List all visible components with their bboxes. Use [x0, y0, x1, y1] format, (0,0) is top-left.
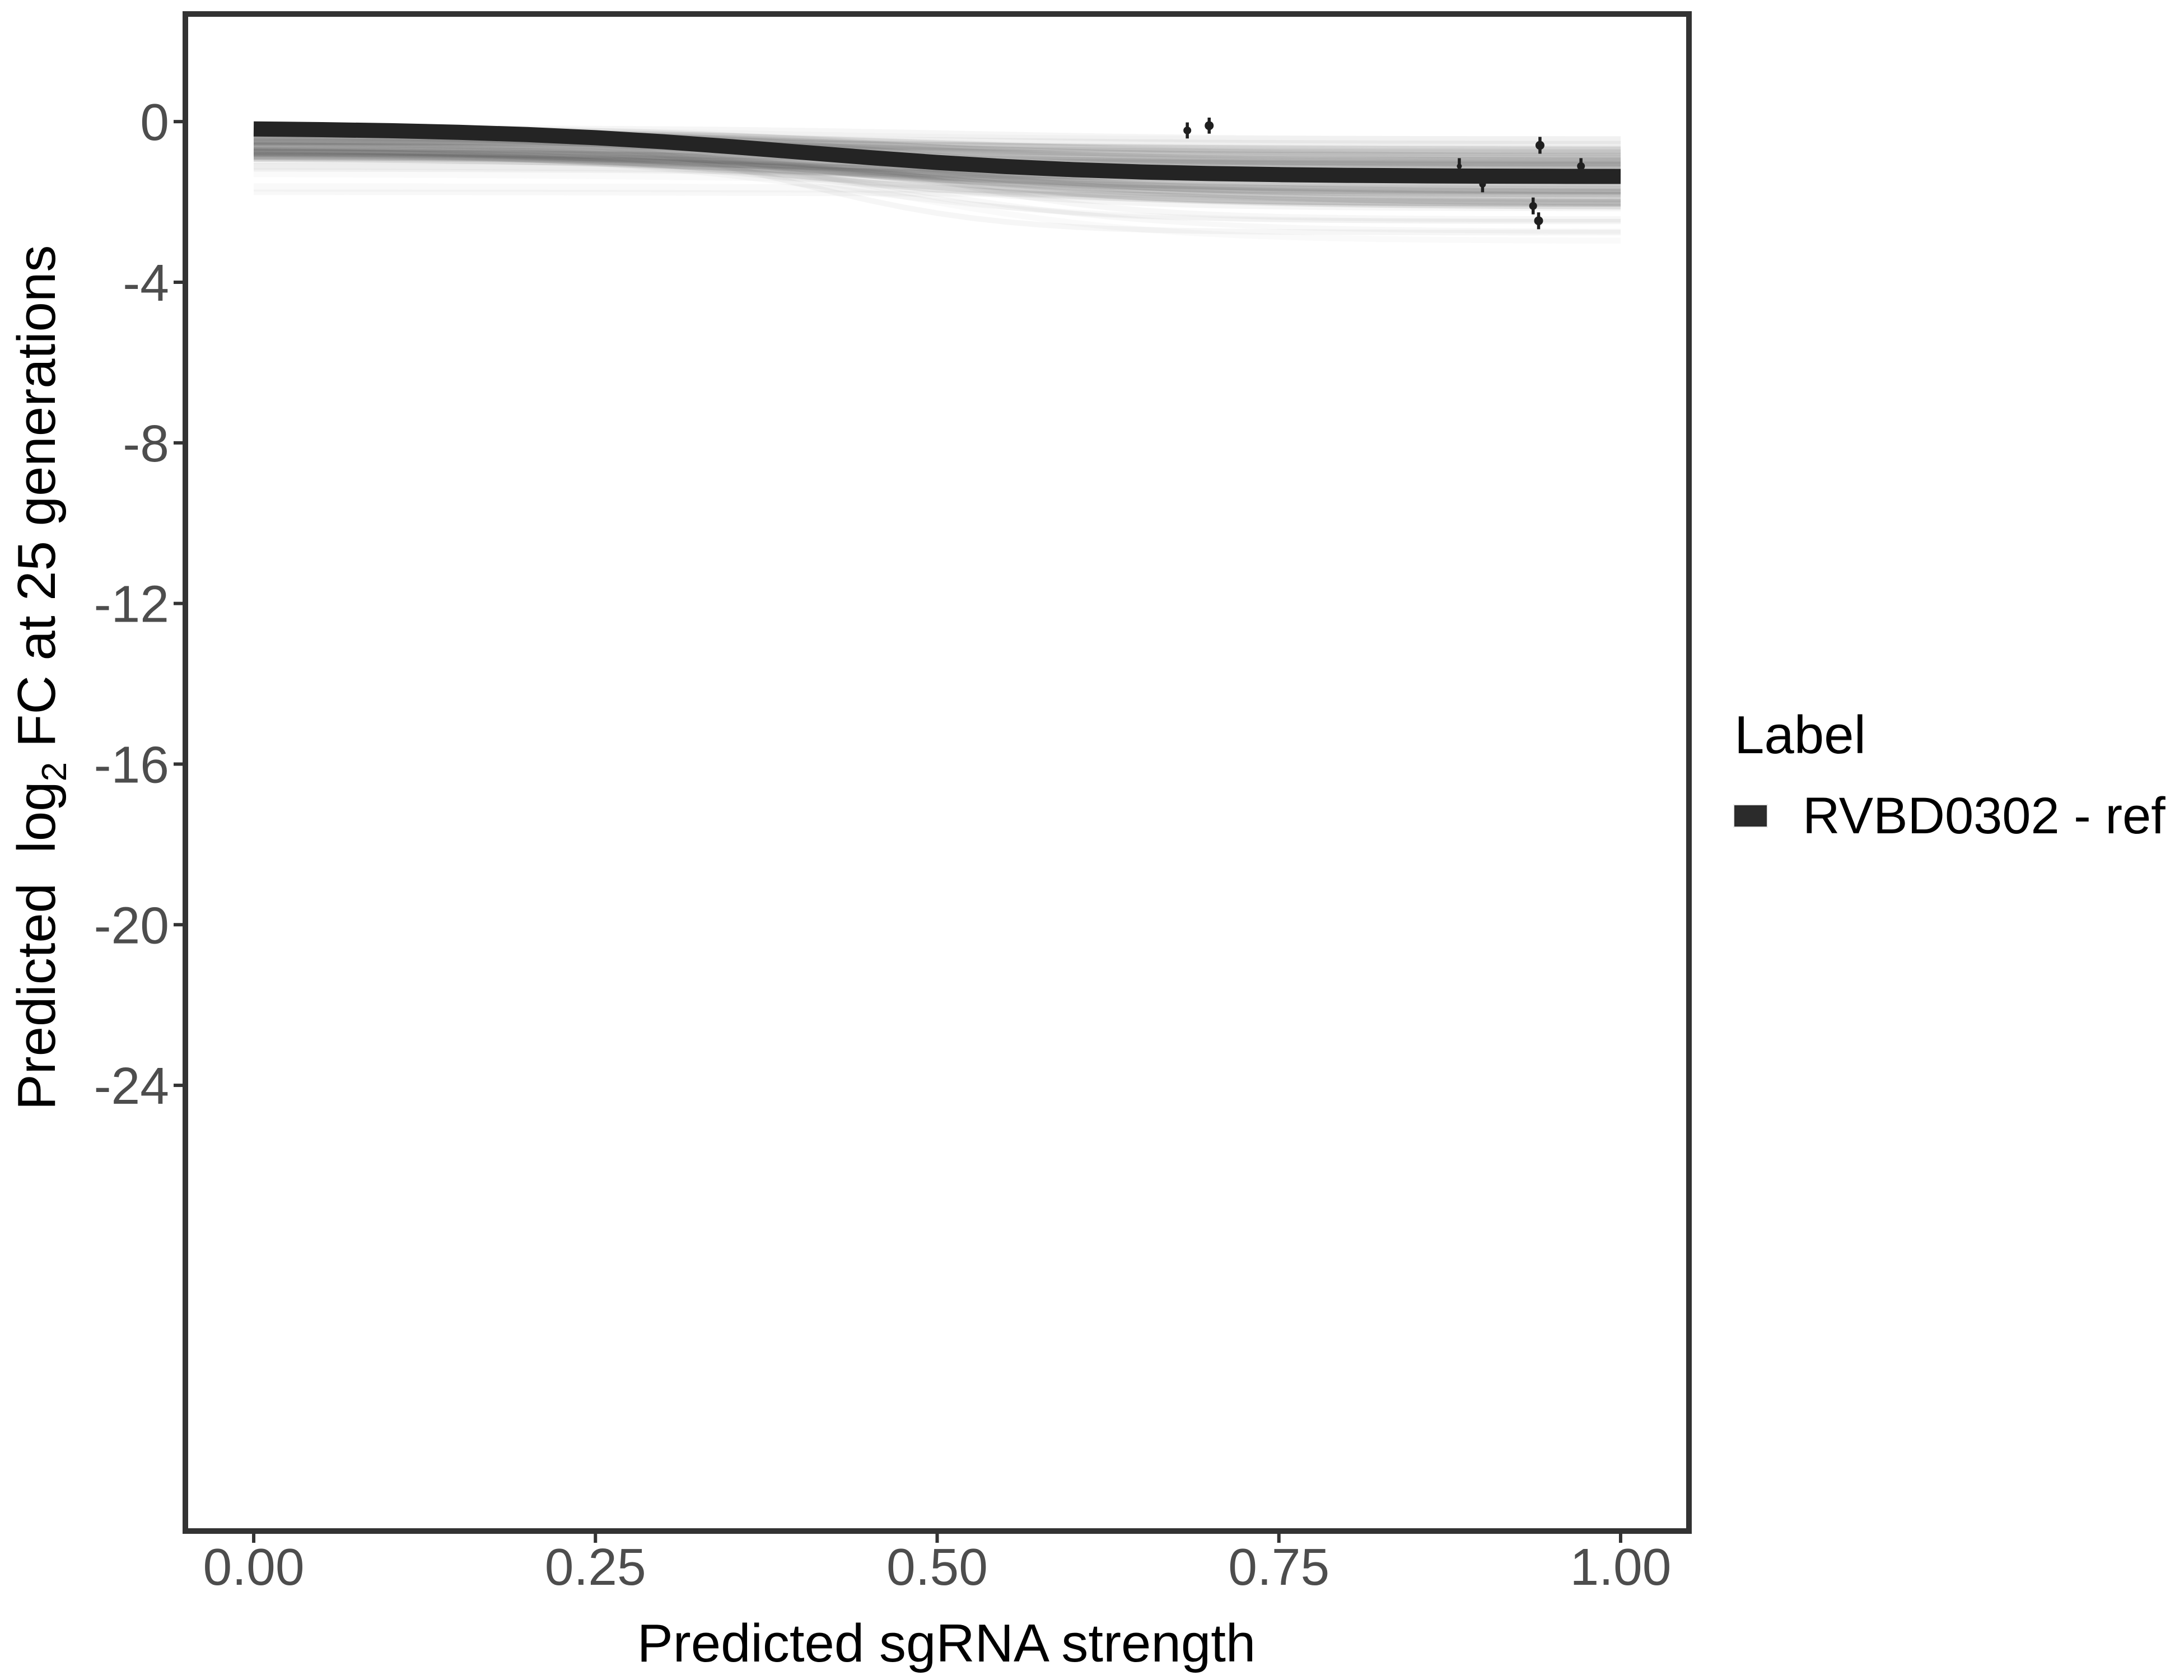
data-pointranges — [1183, 117, 1585, 230]
legend-item: RVBD0302 - ref — [1733, 787, 2166, 844]
svg-text:-24: -24 — [94, 1057, 169, 1115]
y-axis-title: Predicted log2 FC at 25 generations — [6, 118, 74, 1238]
x-axis-ticks: 0.00 0.25 0.50 0.75 1.00 — [203, 1534, 1671, 1596]
svg-text:0.75: 0.75 — [1228, 1538, 1329, 1596]
svg-text:-16: -16 — [94, 735, 169, 794]
y-axis-title-suffix: FC at 25 generations — [7, 245, 67, 762]
svg-text:0.25: 0.25 — [545, 1538, 646, 1596]
panel-border — [183, 11, 1692, 1534]
y-axis-ticks: 0 -4 -8 -12 -16 -20 -24 — [94, 93, 183, 1115]
legend-line-swatch-icon — [1733, 804, 1768, 828]
svg-text:1.00: 1.00 — [1570, 1538, 1671, 1596]
svg-text:-20: -20 — [94, 896, 169, 954]
svg-text:0.50: 0.50 — [886, 1538, 988, 1596]
reference-curve — [253, 121, 1621, 184]
svg-text:0.00: 0.00 — [203, 1538, 305, 1596]
posterior-draw-curves — [253, 125, 1621, 236]
legend: Label RVBD0302 - ref — [1733, 705, 2166, 844]
y-axis-title-subscript: 2 — [35, 762, 74, 782]
svg-text:-12: -12 — [94, 575, 169, 633]
legend-title: Label — [1734, 705, 1866, 765]
y-axis-title-prefix: Predicted log — [7, 781, 67, 1110]
x-axis-title: Predicted sgRNA strength — [637, 1613, 1256, 1673]
svg-text:-4: -4 — [123, 254, 169, 312]
legend-item-label: RVBD0302 - ref — [1803, 787, 2166, 844]
svg-text:-8: -8 — [123, 414, 169, 473]
svg-text:0: 0 — [140, 93, 169, 151]
